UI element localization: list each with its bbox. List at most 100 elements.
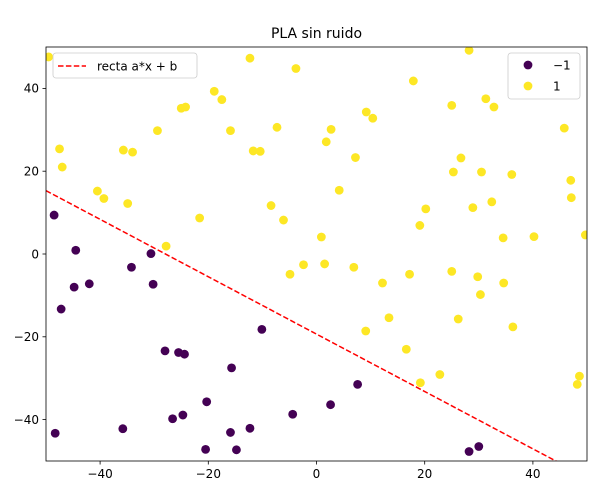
data-point [118,145,128,155]
data-point [227,363,236,373]
data-point [168,414,177,424]
data-point [476,290,485,299]
data-point [361,326,371,336]
y-tick-label: −20 [14,330,39,344]
data-point [368,113,378,123]
data-point [180,349,189,359]
legend-label: recta a*x + b [97,60,177,74]
data-point [148,279,158,289]
data-point [474,442,484,451]
data-point [178,410,188,420]
data-point [232,445,241,455]
data-point [566,193,576,203]
data-point [326,400,335,410]
data-point [334,185,344,195]
data-point [266,201,276,210]
data-point [46,52,54,62]
data-point [508,322,518,332]
x-tick-label: −40 [87,467,112,481]
data-point [226,126,235,136]
data-point [473,272,483,282]
data-point [464,447,474,456]
data-point [349,262,359,272]
data-point [415,221,425,230]
data-point [202,397,212,407]
y-tick-label: 0 [31,247,39,261]
data-point [217,95,227,104]
data-point [50,428,60,438]
legend-marker [523,81,533,91]
data-point [299,260,308,270]
data-point [201,445,210,454]
data-point [447,266,457,276]
data-point [456,153,466,163]
data-point [161,241,171,251]
data-point [127,262,136,272]
chart-title: PLA sin ruido [271,26,362,42]
data-point [415,378,425,388]
legend-frame [52,52,198,79]
data-point [245,423,255,433]
data-point [153,126,162,136]
data-point [55,144,64,154]
legend-class-box: −1 1 [507,52,581,100]
legend-label: 1 [553,80,561,94]
data-point [448,167,458,177]
data-point [384,313,394,323]
data-point [498,233,508,243]
data-point [453,314,463,324]
data-point [49,210,59,220]
data-point [99,194,109,203]
data-point [57,162,67,172]
x-axis-ticks: −40 −20 0 20 40 [87,461,541,481]
x-tick-label: −20 [196,467,221,481]
data-point [226,428,235,437]
data-point [71,245,81,255]
data-point [405,269,414,279]
data-point [291,64,301,73]
data-point [84,279,94,289]
data-point [401,344,411,354]
y-tick-label: 20 [24,165,39,179]
data-point [421,204,431,214]
plot-area [46,47,587,461]
data-point [279,215,288,225]
data-point [575,371,584,381]
data-point [378,278,387,288]
data-point [481,94,491,104]
data-point [487,197,497,207]
data-point [353,380,363,389]
data-point [489,102,499,112]
data-point [257,324,267,334]
data-point [128,147,137,157]
data-point [464,47,474,55]
data-point [118,424,128,434]
data-point [272,122,282,132]
data-point [408,76,418,86]
data-point [468,203,478,213]
data-point [529,232,539,242]
data-point [245,53,255,63]
data-point [195,213,205,223]
series-class-pos [46,47,587,389]
data-point [351,153,360,162]
data-point [507,170,517,179]
data-point [69,282,79,292]
data-point [321,137,331,147]
x-tick-label: 40 [525,467,540,481]
data-point [209,86,219,96]
data-point [248,146,258,156]
data-point [146,249,156,258]
legend-label: −1 [553,59,571,73]
data-point [56,304,66,314]
data-point [566,175,576,185]
data-point [499,278,509,288]
legend-marker [523,60,533,70]
data-point [447,100,457,110]
data-point [316,232,326,242]
data-point [160,346,170,356]
series-class-neg [49,210,484,456]
data-point [181,102,190,112]
data-point [559,123,569,133]
